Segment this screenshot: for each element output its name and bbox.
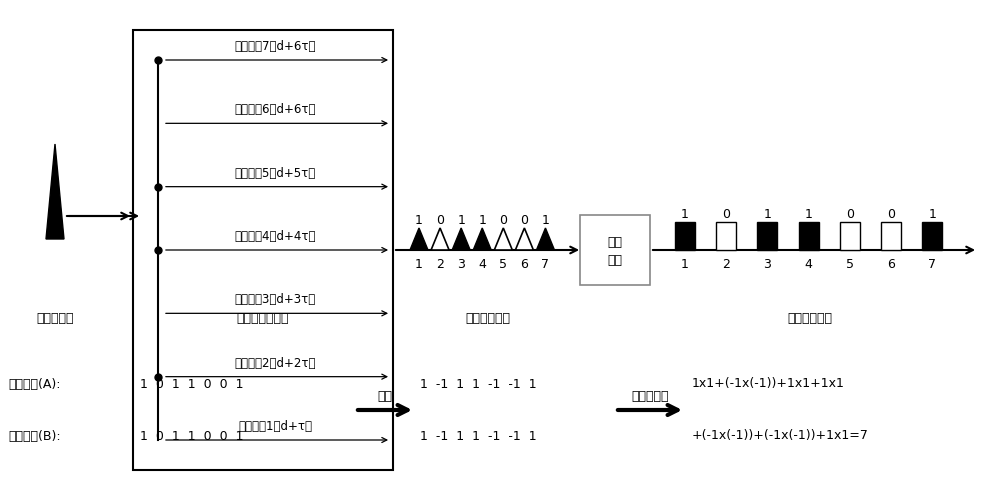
Text: 4: 4 (478, 258, 486, 271)
Text: 延时光路6（d+6τ）: 延时光路6（d+6τ） (235, 103, 316, 116)
Bar (922, 222, 942, 250)
Text: 0: 0 (887, 208, 895, 221)
Text: 1x1+(-1x(-1))+1x1+1x1: 1x1+(-1x(-1))+1x1+1x1 (692, 377, 845, 391)
Polygon shape (473, 228, 491, 250)
Text: 0: 0 (436, 215, 444, 227)
Text: 6: 6 (520, 258, 528, 271)
Bar (133, 30, 393, 470)
Polygon shape (431, 228, 449, 250)
Text: 2: 2 (436, 258, 444, 271)
Text: 接收序列(B):: 接收序列(B): (8, 429, 61, 443)
Text: 编码序列(A):: 编码序列(A): (8, 377, 60, 391)
Text: 延时光路1（d+τ）: 延时光路1（d+τ） (239, 420, 312, 433)
Text: 延时光路3（d+3τ）: 延时光路3（d+3τ） (235, 293, 316, 306)
Text: 0: 0 (499, 215, 507, 227)
Text: 延时光路2（d+2τ）: 延时光路2（d+2τ） (235, 357, 316, 369)
Text: +(-1x(-1))+(-1x(-1))+1x1=7: +(-1x(-1))+(-1x(-1))+1x1=7 (692, 429, 869, 443)
Text: 延时光路5（d+5τ）: 延时光路5（d+5τ） (235, 167, 316, 179)
Text: 1: 1 (928, 208, 936, 221)
Text: 计算相关性: 计算相关性 (631, 390, 669, 403)
Polygon shape (536, 228, 554, 250)
Text: 7: 7 (928, 258, 936, 271)
Text: 2: 2 (722, 258, 730, 271)
Bar (716, 222, 736, 250)
Text: 1: 1 (542, 215, 549, 227)
Text: 光电: 光电 (608, 235, 622, 248)
Text: 6: 6 (887, 258, 895, 271)
Text: 1: 1 (415, 258, 423, 271)
Text: 映射: 映射 (378, 390, 392, 403)
Text: 1  0  1  1  0  0  1: 1 0 1 1 0 0 1 (140, 429, 244, 443)
Polygon shape (452, 228, 470, 250)
Polygon shape (46, 144, 64, 239)
Text: 1: 1 (805, 208, 813, 221)
Bar (840, 222, 860, 250)
Text: 1: 1 (681, 208, 689, 221)
Text: 编码脉冲序列: 编码脉冲序列 (466, 312, 511, 326)
Text: 3: 3 (457, 258, 465, 271)
Text: 多光路延时编码: 多光路延时编码 (237, 312, 289, 326)
Text: 延时光路7（d+6τ）: 延时光路7（d+6τ） (235, 40, 316, 53)
Polygon shape (494, 228, 512, 250)
Text: 1  0  1  1  0  0  1: 1 0 1 1 0 0 1 (140, 377, 244, 391)
Text: 7: 7 (541, 258, 549, 271)
Text: 1  -1  1  1  -1  -1  1: 1 -1 1 1 -1 -1 1 (420, 377, 537, 391)
Text: 1: 1 (478, 215, 486, 227)
Bar (757, 222, 777, 250)
Bar (580, 215, 650, 285)
Text: 0: 0 (722, 208, 730, 221)
Text: 1: 1 (681, 258, 689, 271)
Text: 探测: 探测 (608, 254, 622, 267)
Text: 5: 5 (499, 258, 507, 271)
Bar (881, 222, 901, 250)
Text: 3: 3 (764, 258, 771, 271)
Text: 5: 5 (846, 258, 854, 271)
Text: 编码信号序列: 编码信号序列 (788, 312, 832, 326)
Text: 1: 1 (415, 215, 423, 227)
Text: 1: 1 (764, 208, 771, 221)
Bar (799, 222, 819, 250)
Text: 0: 0 (846, 208, 854, 221)
Text: 延时光路4（d+4τ）: 延时光路4（d+4τ） (235, 230, 316, 243)
Polygon shape (515, 228, 533, 250)
Text: 0: 0 (520, 215, 528, 227)
Text: 1  -1  1  1  -1  -1  1: 1 -1 1 1 -1 -1 1 (420, 429, 537, 443)
Text: 1: 1 (457, 215, 465, 227)
Text: 输入光脉冲: 输入光脉冲 (36, 312, 74, 326)
Text: 4: 4 (805, 258, 813, 271)
Bar (675, 222, 695, 250)
Polygon shape (410, 228, 428, 250)
